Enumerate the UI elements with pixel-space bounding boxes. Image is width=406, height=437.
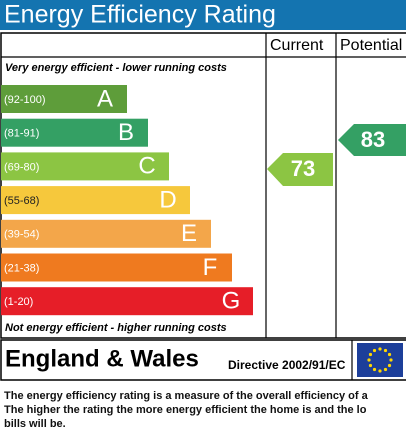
eu-star [368,352,373,357]
eu-star [383,367,388,372]
eu-star [383,348,388,353]
top-note: Very energy efficient - lower running co… [5,62,227,74]
band [1,85,127,113]
potential-value: 83 [361,127,385,152]
description-line: The higher the rating the more energy ef… [4,404,367,416]
description-line: bills will be. [4,418,66,430]
footer-frame [0,339,406,381]
eu-star [389,358,393,362]
band [1,287,253,316]
directive: Directive 2002/91/EC [228,358,346,372]
bands: (92-100) A (81-91) B (69-80) C (55-68) D (39-54)… [1,85,253,316]
band-range: (81-91) [4,128,39,140]
eu-star [387,363,392,368]
potential-arrow [338,124,406,156]
band [1,186,190,215]
title-bar [0,0,406,30]
band [1,219,211,248]
eu-star [387,352,392,357]
band-range: (55-68) [4,195,39,207]
band-range: (92-100) [4,94,46,106]
eu-star [368,363,373,368]
eu-stars [367,347,393,373]
eu-star [378,369,382,373]
band-letter: A [97,85,113,112]
region: England & Wales [5,345,199,372]
band-letter: B [118,119,134,146]
band [1,253,232,282]
description-line: The energy efficiency rating is a measur… [4,390,369,402]
band-range: (1-20) [4,296,33,308]
eu-star [372,348,377,353]
band-letter: F [203,254,218,281]
bottom-note: Not energy efficient - higher running co… [5,322,227,334]
table-frame [0,32,406,339]
band-range: (69-80) [4,161,39,173]
current-arrow [267,153,333,186]
eu-star [378,347,382,351]
band [1,152,169,181]
band [1,118,148,147]
title: Energy Efficiency Rating [4,1,276,29]
eu-star [372,367,377,372]
band-range: (21-38) [4,262,39,274]
band-range: (39-54) [4,229,39,241]
band-letter: C [138,153,155,180]
potential-header: Potential [340,37,402,54]
band-letter: E [181,220,197,247]
band-letter: D [159,186,176,213]
current-header: Current [270,37,324,54]
eu-star [367,358,371,362]
band-letter: G [222,288,241,315]
current-value: 73 [291,156,315,181]
